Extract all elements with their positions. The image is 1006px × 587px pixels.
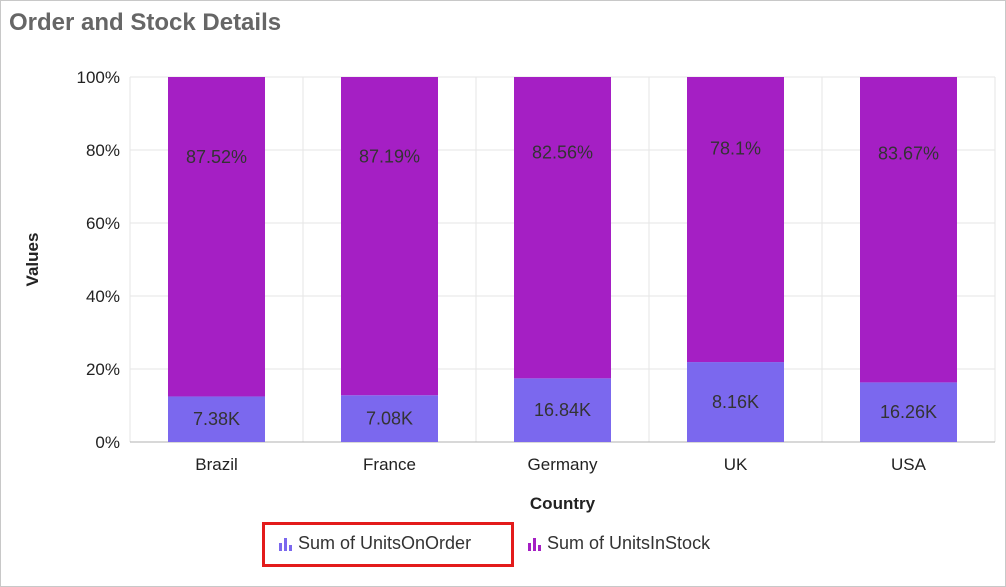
bar-chart-icon xyxy=(279,537,292,551)
legend-item-units-in-stock[interactable]: Sum of UnitsInStock xyxy=(527,533,710,554)
legend-label-units-on-order: Sum of UnitsOnOrder xyxy=(298,533,472,553)
y-tick-label: 0% xyxy=(95,433,120,452)
data-label: 83.67% xyxy=(878,143,939,163)
bar-units-in-stock xyxy=(168,77,265,397)
data-label: 82.56% xyxy=(532,142,593,162)
data-label: 16.26K xyxy=(880,402,937,422)
legend-item-units-on-order[interactable]: Sum of UnitsOnOrder xyxy=(278,533,471,554)
y-tick-label: 60% xyxy=(86,214,120,233)
x-tick-label: USA xyxy=(891,455,927,474)
bar-units-on-order xyxy=(687,362,784,442)
x-tick-label: Brazil xyxy=(195,455,238,474)
bar-units-on-order xyxy=(341,395,438,442)
bar-units-in-stock xyxy=(514,77,611,379)
bar-chart-icon xyxy=(528,537,541,551)
bar-units-in-stock xyxy=(687,77,784,363)
data-label: 7.38K xyxy=(193,409,240,429)
chart-title: Order and Stock Details xyxy=(9,9,282,36)
data-label: 16.84K xyxy=(534,400,591,420)
x-axis-title: Country xyxy=(530,494,596,513)
x-tick-label: UK xyxy=(724,455,748,474)
data-label: 78.1% xyxy=(710,138,761,158)
x-tick-label: France xyxy=(363,455,416,474)
stacked-bar-chart: 0% 20% 40% 60% 80% 100% 7.38K 87.52% Brazil 7.08K… xyxy=(23,68,996,513)
y-tick-label: 40% xyxy=(86,287,120,306)
y-tick-label: 100% xyxy=(77,68,120,87)
bar-units-in-stock xyxy=(860,77,957,383)
legend-label-units-in-stock: Sum of UnitsInStock xyxy=(547,533,711,553)
chart-legend: Sum of UnitsOnOrder Sum of UnitsInStock xyxy=(0,522,1006,568)
x-tick-label: Germany xyxy=(528,455,598,474)
bar-units-on-order xyxy=(514,378,611,442)
bar-units-on-order xyxy=(168,396,265,442)
y-tick-label: 80% xyxy=(86,141,120,160)
y-tick-label: 20% xyxy=(86,360,120,379)
data-label: 87.52% xyxy=(186,147,247,167)
bar-units-on-order xyxy=(860,382,957,442)
legend-highlight-box xyxy=(262,522,514,567)
data-label: 8.16K xyxy=(712,392,759,412)
y-axis-title: Values xyxy=(23,233,42,287)
data-label: 87.19% xyxy=(359,147,420,167)
bar-units-in-stock xyxy=(341,77,438,396)
data-label: 7.08K xyxy=(366,409,413,429)
